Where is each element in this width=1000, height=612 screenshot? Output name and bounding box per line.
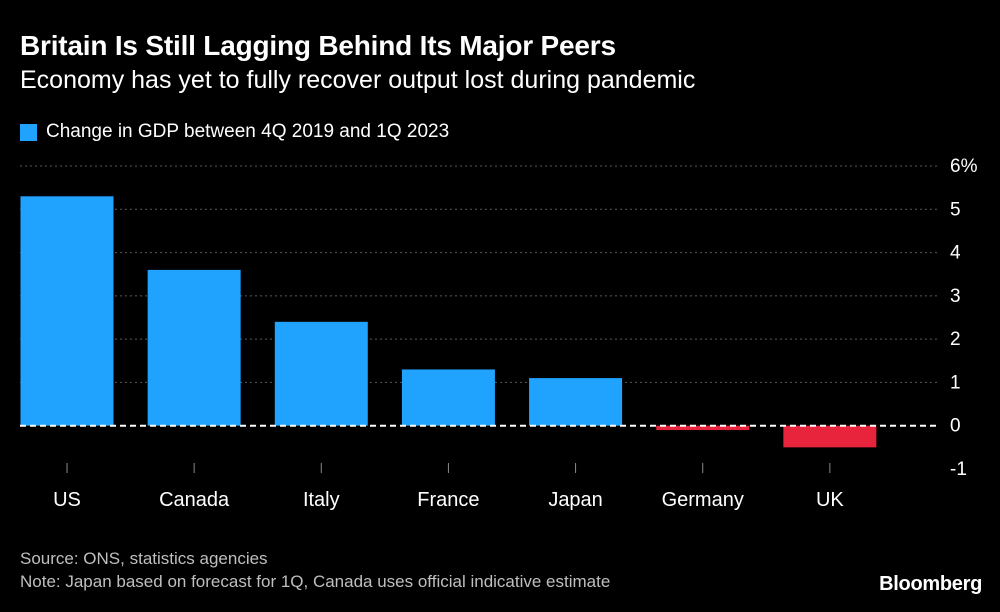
bar-italy: [274, 321, 368, 426]
bar-us: [20, 196, 114, 426]
methodology-note: Note: Japan based on forecast for 1Q, Ca…: [20, 572, 611, 591]
legend-label: Change in GDP between 4Q 2019 and 1Q 202…: [46, 121, 450, 142]
y-tick-label: 2: [950, 329, 961, 350]
x-tick-label: Germany: [662, 489, 744, 511]
y-tick-label: 5: [950, 199, 961, 220]
x-axis-ticks: US Canada Italy France Japan Germany UK: [53, 463, 844, 511]
bar-france: [401, 369, 495, 426]
chart-title: Britain Is Still Lagging Behind Its Majo…: [20, 30, 616, 61]
legend-swatch: [20, 123, 37, 141]
legend: Change in GDP between 4Q 2019 and 1Q 202…: [20, 121, 449, 143]
y-tick-label: 6%: [950, 156, 978, 177]
y-tick-label: -1: [950, 459, 967, 480]
source-note: Source: ONS, statistics agencies: [20, 549, 268, 568]
bloomberg-logo: Bloomberg: [879, 573, 982, 595]
footnotes: Source: ONS, statistics agencies Note: J…: [20, 547, 610, 593]
x-tick-label: France: [417, 489, 479, 511]
bars: [20, 196, 877, 448]
x-tick-label: UK: [816, 489, 844, 511]
x-tick-label: US: [53, 489, 81, 511]
x-tick-label: Japan: [548, 489, 603, 511]
bar-canada: [147, 269, 241, 426]
bar-uk: [783, 425, 877, 448]
chart-subtitle: Economy has yet to fully recover output …: [20, 66, 696, 94]
y-tick-label: 0: [950, 416, 961, 437]
y-tick-label: 3: [950, 286, 961, 307]
y-tick-label: 4: [950, 243, 961, 264]
y-tick-label: 1: [950, 372, 961, 393]
bar-germany: [656, 425, 750, 431]
x-tick-label: Canada: [159, 489, 230, 511]
x-tick-label: Italy: [303, 489, 340, 511]
gridlines: [20, 165, 938, 383]
bar-japan: [529, 378, 623, 426]
y-axis-ticks: -1 0 1 2 3 4 5 6%: [950, 156, 978, 480]
